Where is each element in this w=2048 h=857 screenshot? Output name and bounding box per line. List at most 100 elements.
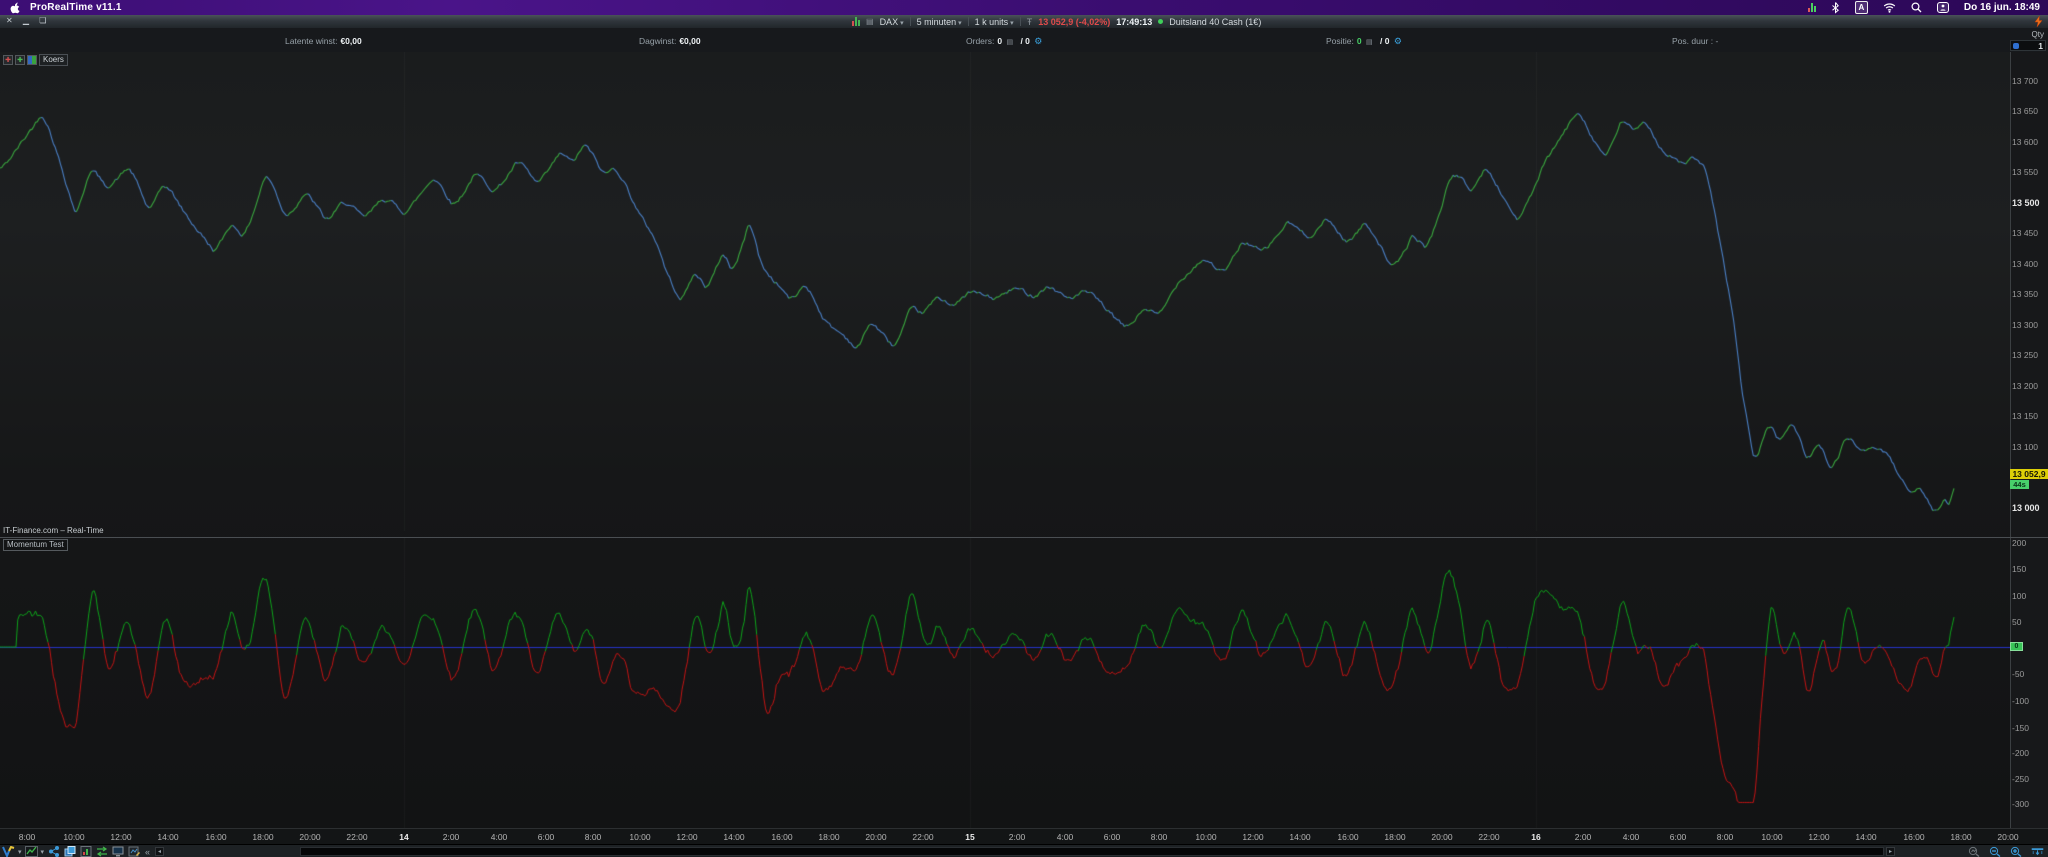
logo-menu-caret[interactable]: ▾ bbox=[18, 848, 22, 856]
scroll-right-button[interactable]: ▸ bbox=[1886, 847, 1895, 856]
time-axis-label: 8:00 bbox=[18, 832, 36, 842]
momentum-value-badge: 0 bbox=[2010, 642, 2023, 651]
chart-scrollbar[interactable] bbox=[300, 847, 1884, 856]
position-list-icon[interactable]: ▤ bbox=[1365, 39, 1373, 46]
user-icon[interactable] bbox=[1936, 0, 1949, 15]
price-axis-tick: 13 300 bbox=[2012, 320, 2038, 330]
datafeed-watermark: IT-Finance.com – Real-Time bbox=[3, 526, 104, 535]
time-axis-label: 18:00 bbox=[1384, 832, 1406, 842]
report-icon[interactable] bbox=[79, 846, 92, 857]
signal-bars-icon[interactable] bbox=[1807, 3, 1816, 12]
autoscale-icon[interactable] bbox=[2031, 846, 2044, 857]
momentum-axis-tick: -200 bbox=[2012, 748, 2030, 758]
screen-icon[interactable] bbox=[111, 846, 124, 857]
current-price-badge: 13 052,9 bbox=[2010, 469, 2048, 479]
window-controls[interactable]: ✕ ▁ ❏ bbox=[6, 16, 51, 25]
add-indicator-icon[interactable]: ✚ bbox=[15, 55, 25, 65]
time-axis-label: 2:00 bbox=[442, 832, 460, 842]
orders-list-icon[interactable]: ▤ bbox=[1006, 39, 1014, 46]
wifi-icon[interactable] bbox=[1883, 0, 1896, 15]
chart-type-caret[interactable]: ▾ bbox=[40, 848, 45, 856]
input-source-icon[interactable]: A bbox=[1854, 1, 1868, 14]
bottom-toolbar: ▾ ▾ « ◂ ▸ bbox=[0, 844, 2048, 857]
chart-type-icon[interactable] bbox=[24, 846, 38, 857]
indicator-legend-label[interactable]: Momentum Test bbox=[3, 539, 68, 551]
instrument-toolbar: ▤ DAX ▾ 5 minuten ▾ 1 k units ▾ Ŧ 13 052,9 … bbox=[852, 15, 1261, 28]
menu-clock[interactable]: Do 16 jun. 18:49 bbox=[1963, 2, 2040, 13]
prt-logo-icon[interactable] bbox=[2, 846, 15, 857]
time-axis-label: 16:00 bbox=[205, 832, 227, 842]
time-axis-label: 14:00 bbox=[1855, 832, 1877, 842]
momentum-chart-canvas[interactable] bbox=[0, 537, 2010, 828]
momentum-axis-tick: -50 bbox=[2012, 669, 2025, 679]
time-axis-label: 8:00 bbox=[584, 832, 602, 842]
price-legend-label[interactable]: Koers bbox=[39, 54, 68, 66]
zoom-out-icon[interactable] bbox=[1989, 846, 2002, 857]
day-profit: Dagwinst: €0,00 bbox=[639, 36, 701, 46]
window-title-bar: ✕ ▁ ❏ ▤ DAX ▾ 5 minuten ▾ 1 k units ▾ Ŧ 13 … bbox=[0, 15, 2048, 29]
menu-bar: ProRealTime v11.1 A Do 16 jun. 18:49 bbox=[0, 0, 2048, 15]
compare-icon[interactable] bbox=[95, 846, 108, 857]
search-icon[interactable] bbox=[1911, 0, 1922, 15]
price-properties-icon[interactable]: ✚ bbox=[3, 55, 13, 65]
trading-info-bar: Latente winst: €0,00 Dagwinst: €0,00 Order… bbox=[0, 28, 2048, 53]
time-axis-label: 8:00 bbox=[1716, 832, 1734, 842]
time-axis-label: 6:00 bbox=[1103, 832, 1121, 842]
pane-divider[interactable] bbox=[0, 537, 2048, 538]
instrument-full-name: Duitsland 40 Cash (1€) bbox=[1169, 16, 1262, 27]
price-tag-icon[interactable]: Ŧ bbox=[1026, 16, 1033, 27]
time-axis-label: 4:00 bbox=[490, 832, 508, 842]
time-axis[interactable] bbox=[0, 828, 2048, 845]
instrument-dropdown[interactable]: DAX ▾ bbox=[879, 16, 904, 27]
price-axis-tick: 13 350 bbox=[2012, 289, 2038, 299]
last-price: 13 052,9 (-4,02%) bbox=[1038, 16, 1111, 27]
qty-input[interactable]: 1 bbox=[2010, 40, 2046, 51]
copy-icon[interactable] bbox=[63, 846, 76, 857]
units-dropdown[interactable]: 1 k units ▾ bbox=[974, 16, 1014, 27]
position-settings-icon[interactable]: ⚙ bbox=[1393, 36, 1402, 46]
collapse-toolbar-icon[interactable]: « bbox=[145, 846, 151, 857]
time-axis-label: 22:00 bbox=[912, 832, 934, 842]
time-axis-label: 10:00 bbox=[63, 832, 85, 842]
time-axis-label: 4:00 bbox=[1622, 832, 1640, 842]
price-chart-canvas[interactable] bbox=[0, 52, 2010, 531]
momentum-axis-tick: -150 bbox=[2012, 723, 2030, 733]
app-title[interactable]: ProRealTime v11.1 bbox=[30, 2, 122, 13]
price-color-chip bbox=[27, 55, 37, 65]
time-axis-label: 18:00 bbox=[818, 832, 840, 842]
position-duration: Pos. duur : - bbox=[1672, 36, 1719, 46]
edit-chart-icon[interactable] bbox=[127, 846, 140, 857]
scroll-left-button[interactable]: ◂ bbox=[155, 847, 165, 856]
bluetooth-icon[interactable] bbox=[1831, 0, 1840, 15]
layers-icon[interactable]: ▤ bbox=[866, 17, 874, 26]
price-axis-tick: 13 650 bbox=[2012, 106, 2038, 116]
momentum-axis-tick: 200 bbox=[2012, 538, 2027, 548]
market-open-icon bbox=[1158, 19, 1164, 24]
timeframe-dropdown[interactable]: 5 minuten ▾ bbox=[916, 16, 962, 27]
price-axis-tick: 13 000 bbox=[2012, 503, 2040, 513]
price-axis-tick: 13 550 bbox=[2012, 167, 2038, 177]
time-axis-label: 4:00 bbox=[1056, 832, 1074, 842]
time-axis-label: 18:00 bbox=[252, 832, 274, 842]
momentum-axis-tick: 50 bbox=[2012, 617, 2022, 627]
price-axis-tick: 13 700 bbox=[2012, 76, 2038, 86]
value-axis-column[interactable] bbox=[2010, 52, 2048, 844]
time-axis-label: 12:00 bbox=[676, 832, 698, 842]
order-type-icon[interactable] bbox=[2013, 43, 2019, 49]
apple-logo[interactable] bbox=[10, 0, 20, 15]
share-icon[interactable] bbox=[47, 846, 60, 857]
snapshot-zoom-icon[interactable] bbox=[1968, 846, 1981, 857]
time-axis-label: 14:00 bbox=[1289, 832, 1311, 842]
zoom-in-icon[interactable] bbox=[2010, 846, 2023, 857]
time-axis-label: 10:00 bbox=[1195, 832, 1217, 842]
orders-settings-icon[interactable]: ⚙ bbox=[1034, 36, 1043, 46]
time-axis-label: 10:00 bbox=[1761, 832, 1783, 842]
time-axis-label: 14:00 bbox=[723, 832, 745, 842]
realtime-flash-icon[interactable] bbox=[2033, 16, 2044, 27]
time-axis-label: 16:00 bbox=[771, 832, 793, 842]
time-axis-label: 12:00 bbox=[1808, 832, 1830, 842]
time-axis-label: 6:00 bbox=[1669, 832, 1687, 842]
time-axis-label: 16:00 bbox=[1337, 832, 1359, 842]
momentum-axis-tick: 100 bbox=[2012, 591, 2027, 601]
